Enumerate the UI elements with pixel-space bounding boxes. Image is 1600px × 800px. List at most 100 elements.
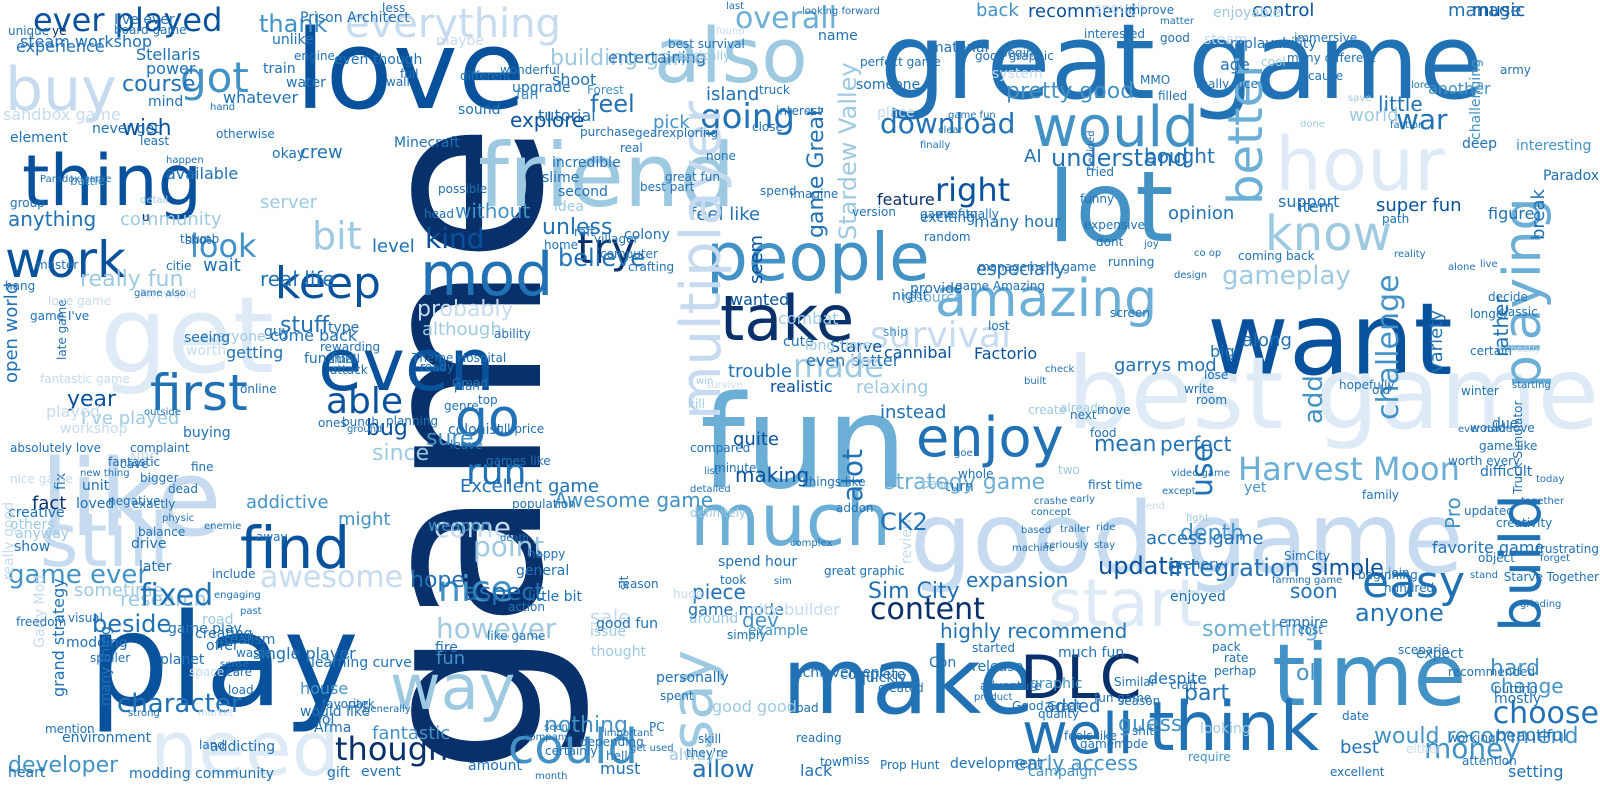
word-item: item <box>1298 197 1334 216</box>
word-either: either <box>1406 742 1441 756</box>
word-begin: begin <box>1000 46 1034 60</box>
word-fix: fix <box>53 473 69 490</box>
word-buy: buy <box>5 55 117 125</box>
word-great-graphic: great graphic <box>824 564 905 578</box>
word-army: army <box>1500 63 1531 77</box>
word-complex: complex <box>790 538 832 549</box>
word-create: create <box>1028 403 1066 417</box>
word-working: working <box>1448 731 1496 745</box>
word-guess: guess <box>1118 712 1182 737</box>
word-exploring: exploring <box>662 126 718 140</box>
word-bit: bit <box>312 214 362 258</box>
word-war: war <box>1396 103 1448 136</box>
word-spent: spent <box>660 689 694 703</box>
word-leave: leave <box>450 438 483 452</box>
word-different: different <box>460 69 511 83</box>
word-garrys-mod: garrys mod <box>1114 355 1217 376</box>
word-care: care <box>226 665 252 679</box>
word-little: little <box>1378 92 1423 116</box>
word-anything: anything <box>8 207 96 231</box>
word-month: month <box>535 771 567 782</box>
word-wall: wall <box>386 75 410 89</box>
word-updated: updated <box>1464 504 1514 518</box>
word-would: would <box>1032 95 1199 160</box>
word-want: want <box>1207 281 1453 398</box>
word-cost: cost <box>1298 623 1323 637</box>
word-funny: funny <box>1080 192 1114 206</box>
word-soon: soon <box>1290 579 1338 603</box>
word-nothing: nothing <box>544 713 628 738</box>
word-someone: someone <box>856 77 920 93</box>
word-co-op: co op <box>1194 248 1221 259</box>
word-drive: drive <box>131 536 166 552</box>
word-combat: combat <box>778 309 838 328</box>
word-colonist: colonist <box>448 422 503 438</box>
word-steam: steam <box>1204 32 1248 48</box>
word-joy: joy <box>1143 239 1159 250</box>
word-bought: bought <box>1144 144 1215 168</box>
word-ride: ride <box>1096 522 1115 533</box>
word-game-fun: game fun <box>920 207 977 221</box>
word-later: later <box>139 559 172 575</box>
word-random: random <box>924 230 971 244</box>
word-include: include <box>212 567 255 581</box>
word-hard: hard <box>1490 656 1540 681</box>
word-full: full <box>400 67 419 81</box>
word-outside: outside <box>144 407 181 418</box>
word-great-game: great game <box>880 1 1483 123</box>
word-online: online <box>240 382 277 396</box>
word-they-re: they're <box>686 746 728 760</box>
word-dlc: DLC <box>1020 643 1142 713</box>
word-created: created <box>878 681 924 695</box>
word-longer: longer <box>1470 307 1508 321</box>
word-even: even <box>318 323 495 407</box>
word-crashe: crashe <box>1034 496 1067 507</box>
word-home: home <box>544 238 578 252</box>
word-early-access: early access <box>1014 751 1138 775</box>
word-starve-together: Starve Together <box>1504 570 1599 584</box>
word-like: like <box>40 437 222 560</box>
word-element: element <box>10 130 68 146</box>
word-classic: classic <box>1498 305 1538 319</box>
word-trouble: trouble <box>728 361 792 382</box>
word-house: house <box>300 679 348 698</box>
word-shoot: shoot <box>552 70 596 89</box>
word-fun: fun <box>700 369 907 518</box>
word-full-price: full price <box>492 422 544 436</box>
word-setting: setting <box>1508 762 1563 781</box>
word-took: took <box>720 573 746 587</box>
word-amount: amount <box>468 758 523 774</box>
word-workshop: workshop <box>60 421 128 437</box>
word-need: need <box>150 704 340 793</box>
word-skill: skill <box>698 732 721 746</box>
word-good: good <box>1160 31 1190 45</box>
word-feature: feature <box>877 190 935 209</box>
word-amazing: amazing <box>935 269 1157 329</box>
word-loved: loved <box>76 496 114 512</box>
word-gift: gift <box>327 765 350 781</box>
word-room: room <box>1196 393 1227 407</box>
word-two: two <box>1058 463 1080 477</box>
word-like-game: like game <box>487 629 545 643</box>
word-built: built <box>1024 376 1046 387</box>
word-garry-mod: Garry Mod <box>32 575 48 648</box>
word-looking: looking <box>1200 721 1251 737</box>
word-really-good: really good <box>1 502 17 580</box>
word-seeing: seeing <box>184 330 230 346</box>
word-interest: interest <box>776 104 822 118</box>
word-come-back: come back <box>270 326 358 345</box>
word-beside: beside <box>92 610 171 638</box>
word-important: important <box>604 728 653 739</box>
word-making: making <box>735 463 809 487</box>
word-awesome-game: Awesome game <box>554 488 713 512</box>
word-early: early <box>1070 494 1095 505</box>
word-empire: empire <box>1279 615 1328 631</box>
word-everything: everything <box>345 1 561 47</box>
word-rather: rather <box>1489 295 1513 357</box>
word-choose: choose <box>1493 696 1599 731</box>
word-today: today <box>1536 474 1565 485</box>
word-clear: clear <box>938 125 964 136</box>
word-stellaris: Stellaris <box>136 45 200 64</box>
word-away: away <box>256 530 288 544</box>
word-money: money <box>1424 732 1520 765</box>
